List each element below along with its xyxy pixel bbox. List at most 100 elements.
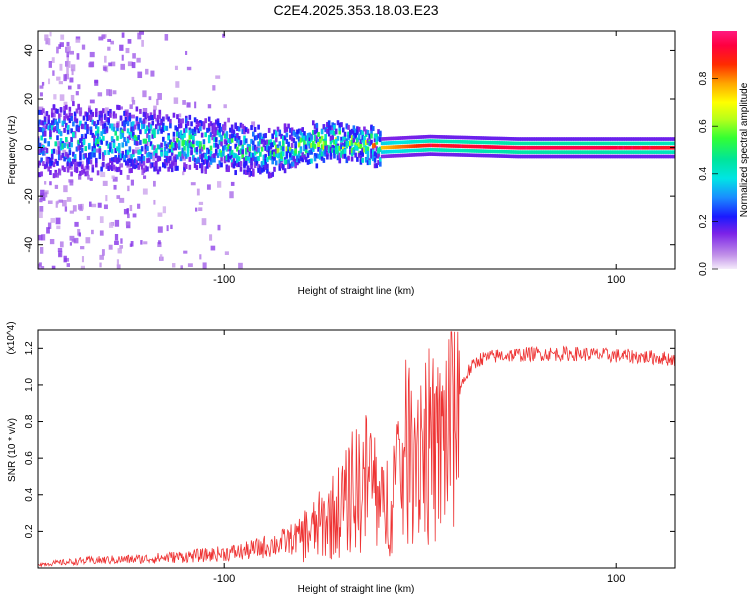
heatmap-noise-cell	[52, 112, 56, 118]
heatmap-cell	[334, 145, 338, 151]
heatmap-cell	[370, 139, 373, 145]
heatmap-cell	[438, 143, 442, 148]
heatmap-cell	[232, 132, 236, 138]
heatmap-cell	[91, 152, 95, 158]
heatmap-cell	[581, 137, 585, 141]
heatmap-cell	[488, 140, 491, 145]
heatmap-cell	[379, 147, 382, 153]
heatmap-cell	[573, 154, 576, 159]
heatmap-cell	[442, 152, 446, 157]
heatmap-cell	[82, 138, 86, 144]
heatmap-cell	[453, 139, 456, 144]
heatmap-noise-cell	[117, 248, 122, 254]
heatmap-cell	[423, 135, 426, 139]
heatmap-cell	[442, 148, 446, 152]
heatmap-cell	[287, 148, 290, 154]
heatmap-cell	[227, 153, 230, 159]
heatmap-cell	[578, 137, 581, 141]
heatmap-cell	[54, 158, 58, 164]
heatmap-cell	[42, 120, 45, 126]
heatmap-cell	[625, 141, 629, 146]
heatmap-cell	[617, 141, 620, 146]
heatmap-cell	[560, 150, 564, 154]
heatmap-cell	[486, 149, 490, 154]
heatmap-cell	[96, 133, 100, 139]
heatmap-cell	[341, 149, 345, 155]
heatmap-cell	[558, 141, 562, 146]
heatmap-cell	[479, 149, 483, 153]
heatmap-cell	[433, 139, 437, 143]
heatmap-cell	[350, 156, 354, 162]
heatmap-cell	[458, 139, 461, 144]
heatmap-cell	[338, 129, 342, 135]
heatmap-noise-cell	[126, 163, 132, 168]
heatmap-cell	[671, 154, 675, 159]
heatmap-cell	[520, 150, 523, 154]
heatmap-cell	[419, 152, 423, 157]
heatmap-cell	[341, 127, 345, 133]
heatmap-cell	[123, 110, 126, 116]
heatmap-noise-cell	[97, 92, 103, 97]
heatmap-cell	[179, 130, 183, 136]
heatmap-cell	[474, 136, 477, 140]
heatmap-cell	[502, 149, 506, 154]
heatmap-cell	[107, 165, 110, 171]
heatmap-noise-cell	[120, 63, 126, 70]
heatmap-cell	[139, 139, 142, 145]
heatmap-cell	[442, 139, 446, 144]
heatmap-cell	[133, 140, 137, 146]
heatmap-cell	[440, 135, 444, 139]
heatmap-cell	[567, 145, 571, 150]
heatmap-cell	[177, 144, 181, 150]
heatmap-cell	[172, 142, 176, 148]
heatmap-cell	[431, 134, 435, 139]
heatmap-cell	[211, 157, 215, 163]
heatmap-cell	[234, 153, 237, 159]
heatmap-cell	[40, 135, 43, 141]
heatmap-cell	[116, 146, 119, 152]
heatmap-cell	[333, 149, 336, 155]
heatmap-cell	[79, 150, 82, 156]
heatmap-cell	[567, 137, 571, 141]
heatmap-cell	[520, 141, 523, 146]
colorbar-tick-label: 0.2	[698, 214, 709, 228]
heatmap-cell	[430, 152, 433, 156]
heatmap-cell	[246, 128, 250, 134]
heatmap-noise-cell	[107, 38, 112, 42]
heatmap-cell	[109, 158, 112, 164]
heatmap-cell	[465, 135, 469, 140]
heatmap-cell	[537, 154, 541, 159]
heatmap-cell	[631, 154, 634, 159]
heatmap-noise-cell	[94, 79, 99, 84]
heatmap-cell	[633, 154, 636, 159]
heatmap-cell	[558, 145, 562, 150]
heatmap-cell	[645, 154, 648, 159]
heatmap-cell	[79, 111, 82, 117]
heatmap-cell	[595, 137, 599, 141]
heatmap-cell	[308, 159, 312, 165]
heatmap-cell	[576, 150, 580, 154]
heatmap-cell	[528, 137, 532, 141]
heatmap-cell	[463, 148, 467, 153]
heatmap-cell	[59, 138, 63, 144]
heatmap-cell	[169, 163, 172, 169]
heatmap-cell	[356, 130, 359, 136]
heatmap-noise-cell	[162, 206, 167, 214]
heatmap-cell	[181, 134, 185, 140]
heatmap-cell	[389, 154, 393, 158]
heatmap-cell	[634, 145, 638, 150]
heatmap-cell	[169, 147, 172, 153]
heatmap-cell	[654, 154, 657, 159]
heatmap-cell	[96, 126, 100, 132]
heatmap-cell	[581, 154, 585, 159]
heatmap-cell	[128, 131, 132, 137]
heatmap-cell	[527, 141, 530, 146]
heatmap-cell	[377, 151, 380, 157]
heatmap-cell	[319, 152, 322, 158]
heatmap-cell	[188, 127, 192, 133]
heatmap-noise-cell	[69, 50, 74, 55]
heatmap-cell	[259, 139, 262, 145]
heatmap-cell	[172, 145, 176, 151]
heatmap-cell	[387, 145, 391, 150]
heatmap-cell	[595, 141, 599, 146]
